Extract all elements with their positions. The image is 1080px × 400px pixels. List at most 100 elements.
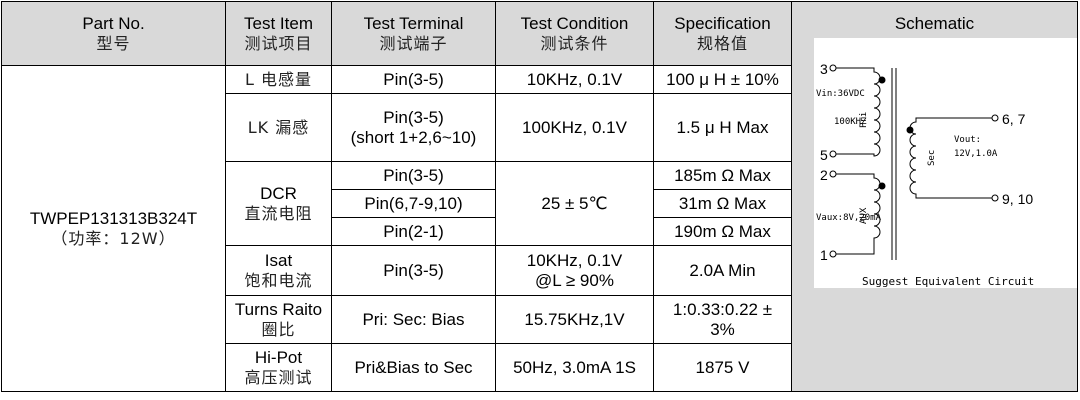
part-power: （功率：12W） xyxy=(51,228,176,248)
pin-6-7-label: 6, 7 xyxy=(1002,111,1026,127)
leakage-condition: 100KHz, 0.1V xyxy=(495,93,654,162)
hipot-spec: 1875 V xyxy=(653,343,792,392)
row-dcr-1: DCR 直流电阻 Pin(3-5) 25 ± 5℃ 185m Ω Max xyxy=(2,161,1078,246)
dcr-item-zh: 直流电阻 xyxy=(244,203,313,223)
dcr-condition: 25 ± 5℃ xyxy=(495,161,654,246)
dcr-terminal-1: Pin(3-5) xyxy=(331,161,496,190)
pin-9-10-label: 9, 10 xyxy=(1002,191,1034,207)
leakage-terminal: Pin(3-5) xyxy=(383,107,444,127)
isat-condition-cell: 10KHz, 0.1V @L ≥ 90% xyxy=(495,245,654,296)
vin-label: Vin:36VDC xyxy=(816,89,865,99)
header-test-terminal: Test Terminal 测试端子 xyxy=(331,1,496,66)
header-test-item-zh: 测试项目 xyxy=(244,33,313,53)
header-test-terminal-zh: 测试端子 xyxy=(379,33,448,53)
dcr-spec-3: 190m Ω Max xyxy=(653,217,792,246)
leakage-terminal-cell: Pin(3-5) (short 1+2,6~10) xyxy=(331,93,496,162)
header-part-no-en: Part No. xyxy=(82,13,145,33)
header-part-no-zh: 型号 xyxy=(96,33,131,53)
leakage-item: LK 漏感 xyxy=(247,117,310,137)
primary-winding xyxy=(836,67,881,157)
pin-2-label: 2 xyxy=(820,167,828,183)
pin-3-label: 3 xyxy=(820,61,828,77)
schematic-cell: Schematic xyxy=(791,1,1078,392)
sec-label: Sec xyxy=(927,149,937,166)
turns-item-en: Turns Raito xyxy=(234,299,323,319)
isat-spec: 2.0A Min xyxy=(653,245,792,296)
pin-9-10-terminal xyxy=(991,194,999,202)
dcr-spec-1: 185m Ω Max xyxy=(653,161,792,190)
hipot-terminal: Pri&Bias to Sec xyxy=(331,343,496,392)
aux-label: AUX xyxy=(859,207,869,224)
row-hipot: Hi-Pot 高压测试 Pri&Bias to Sec 50Hz, 3.0mA 1… xyxy=(2,343,1078,392)
schematic-diagram: 3 5 2 1 6, 7 9, 10 Vin:36VDC 100KHZ Pri … xyxy=(814,38,1077,288)
hipot-item-zh: 高压测试 xyxy=(244,367,313,387)
inductance-item: L 电感量 xyxy=(244,69,312,89)
isat-condition: 10KHz, 0.1V xyxy=(526,250,623,270)
primary-dot xyxy=(878,76,886,84)
isat-item-en: Isat xyxy=(264,250,293,270)
row-dcr-2: Pin(6,7-9,10) 31m Ω Max xyxy=(2,189,1078,218)
header-row: Part No. 型号 Test Item 测试项目 Test Terminal 测试… xyxy=(1,1,1078,392)
header-test-item-en: Test Item xyxy=(244,13,313,33)
header-specification: Specification 规格值 xyxy=(653,1,792,66)
dcr-terminal-2: Pin(6,7-9,10) xyxy=(331,189,496,218)
pin-2-terminal xyxy=(829,170,837,178)
row-inductance: TWPEP131313B324T （功率：12W） L 电感量 Pin(3-5) … xyxy=(1,65,1078,392)
header-specification-en: Specification xyxy=(674,13,771,33)
hipot-item-en: Hi-Pot xyxy=(254,347,303,367)
pin-3-terminal xyxy=(829,64,837,72)
inductance-terminal: Pin(3-5) xyxy=(331,65,496,94)
header-test-condition-zh: 测试条件 xyxy=(540,33,609,53)
turns-spec-tolerance: 3% xyxy=(710,319,735,339)
header-specification-zh: 规格值 xyxy=(696,33,748,53)
pin-1-terminal xyxy=(829,250,837,258)
isat-item-cell: Isat 饱和电流 xyxy=(225,245,332,296)
pin-5-terminal xyxy=(829,150,837,158)
header-part-no: Part No. 型号 xyxy=(1,1,226,66)
frequency-label: 100KHZ xyxy=(834,117,867,127)
schematic-caption: Suggest Equivalent Circuit xyxy=(862,275,1035,288)
secondary-winding xyxy=(909,117,992,199)
row-dcr-3: Pin(2-1) 190m Ω Max xyxy=(2,217,1078,246)
pin-5-label: 5 xyxy=(820,147,828,163)
isat-item-zh: 饱和电流 xyxy=(244,270,313,290)
header-test-terminal-en: Test Terminal xyxy=(363,13,464,33)
pin-6-7-terminal xyxy=(991,114,999,122)
turns-item-cell: Turns Raito 圈比 xyxy=(225,295,332,344)
vout-rating-label: 12V,1.0A xyxy=(954,149,998,159)
turns-item-zh: 圈比 xyxy=(261,319,296,339)
isat-condition-l: @L ≥ 90% xyxy=(535,270,614,290)
inductance-spec: 100 μ H ± 10% xyxy=(653,65,792,94)
secondary-dot xyxy=(906,126,914,134)
row-turns: Turns Raito 圈比 Pri: Sec: Bias 15.75KHz,1V… xyxy=(2,295,1078,344)
aux-winding xyxy=(836,173,881,255)
turns-condition: 15.75KHz,1V xyxy=(495,295,654,344)
part-number: TWPEP131313B324T xyxy=(29,208,198,228)
row-leakage: LK 漏感 Pin(3-5) (short 1+2,6~10) 100KHz, 0… xyxy=(2,93,1078,162)
dcr-spec-2: 31m Ω Max xyxy=(653,189,792,218)
dcr-terminal-3: Pin(2-1) xyxy=(331,217,496,246)
inductance-condition: 10KHz, 0.1V xyxy=(495,65,654,94)
dcr-item-cell: DCR 直流电阻 xyxy=(225,161,332,246)
row-isat: Isat 饱和电流 Pin(3-5) 10KHz, 0.1V @L ≥ 90% 2.… xyxy=(2,245,1078,296)
spec-table: Part No. 型号 Test Item 测试项目 Test Terminal 测试… xyxy=(1,1,1078,392)
header-test-condition-en: Test Condition xyxy=(520,13,629,33)
pri-label: Pri xyxy=(859,111,869,128)
hipot-item-cell: Hi-Pot 高压测试 xyxy=(225,343,332,392)
dcr-item-en: DCR xyxy=(260,183,297,203)
aux-dot xyxy=(878,182,886,190)
pin-1-label: 1 xyxy=(820,247,828,263)
hipot-condition: 50Hz, 3.0mA 1S xyxy=(495,343,654,392)
header-test-condition: Test Condition 测试条件 xyxy=(495,1,654,66)
header-schematic: Schematic xyxy=(894,14,975,33)
isat-terminal: Pin(3-5) xyxy=(331,245,496,296)
leakage-terminal-short: (short 1+2,6~10) xyxy=(350,127,477,147)
schematic-svg xyxy=(829,64,999,260)
turns-terminal: Pri: Sec: Bias xyxy=(331,295,496,344)
header-test-item: Test Item 测试项目 xyxy=(225,1,332,66)
leakage-spec: 1.5 μ H Max xyxy=(653,93,792,162)
vout-label: Vout: xyxy=(954,135,982,145)
part-number-cell: TWPEP131313B324T （功率：12W） xyxy=(1,65,226,392)
turns-spec: 1:0.33:0.22 ± xyxy=(672,299,773,319)
